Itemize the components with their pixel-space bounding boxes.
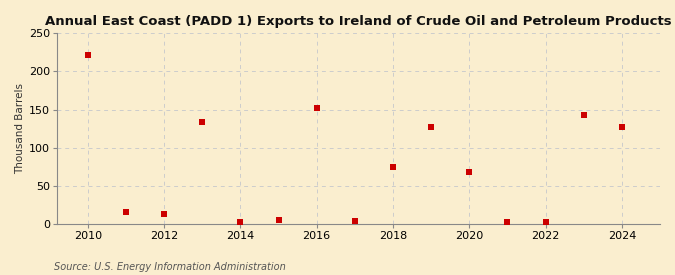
Title: Annual East Coast (PADD 1) Exports to Ireland of Crude Oil and Petroleum Product: Annual East Coast (PADD 1) Exports to Ir…	[45, 15, 672, 28]
Point	[540, 219, 551, 224]
Point	[426, 125, 437, 129]
Point	[311, 106, 322, 110]
Point	[464, 170, 475, 174]
Point	[502, 220, 513, 224]
Point	[578, 113, 589, 117]
Point	[197, 120, 208, 125]
Point	[82, 53, 93, 57]
Point	[159, 212, 169, 216]
Point	[616, 125, 627, 129]
Y-axis label: Thousand Barrels: Thousand Barrels	[15, 83, 25, 174]
Point	[273, 218, 284, 222]
Point	[350, 219, 360, 223]
Text: Source: U.S. Energy Information Administration: Source: U.S. Energy Information Administ…	[54, 262, 286, 272]
Point	[235, 219, 246, 224]
Point	[387, 164, 398, 169]
Point	[121, 210, 132, 214]
